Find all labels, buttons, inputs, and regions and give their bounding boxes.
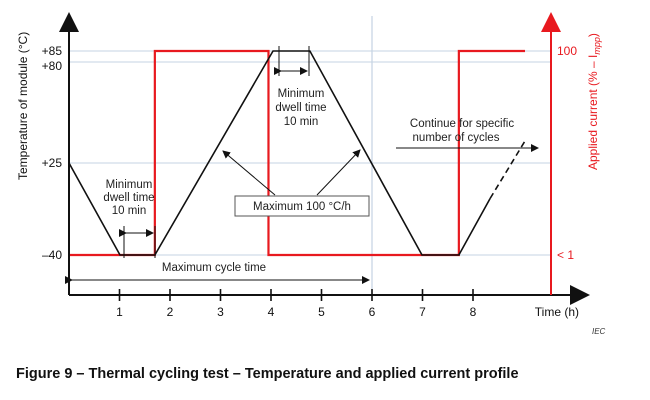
thermal-cycling-chart: 1 2 3 4 5 6 7 8 +85+80 +25 –40 100 < 1 Time (h) Temper…	[16, 12, 606, 336]
x-tick-label: 1	[116, 305, 123, 319]
dwell-low-label-2: dwell time	[103, 192, 154, 204]
x-axis-label: Time (h)	[535, 305, 579, 319]
y-left-tick-label: +25	[42, 156, 63, 170]
cycle-label: Maximum cycle time	[162, 262, 266, 274]
x-tick-label: 3	[217, 305, 224, 319]
temperature-continuation-dashed	[489, 140, 526, 199]
figure-caption: Figure 9 – Thermal cycling test – Temper…	[16, 366, 519, 382]
temperature-series-line	[68, 50, 491, 256]
ramp-box	[234, 195, 370, 217]
y-right-axis-label: Applied current (% – Impp)	[586, 33, 602, 170]
x-tick-label: 2	[167, 305, 174, 319]
y-left-axis-label: Temperature of module (°C)	[16, 32, 30, 180]
x-tick-label: 6	[369, 305, 376, 319]
y-left-tick-label: +80	[42, 59, 63, 73]
dwell-low-label-3: 10 min	[112, 205, 147, 217]
dwell-low-label-1: Minimum	[106, 179, 153, 191]
dwell-high-label-3: 10 min	[284, 116, 319, 128]
y-left-tick-label: –40	[42, 248, 62, 262]
iec-watermark: IEC	[592, 327, 606, 336]
x-tick-label: 5	[318, 305, 325, 319]
x-tick-label: 7	[419, 305, 426, 319]
y-left-tick-label: +85	[42, 44, 63, 58]
dwell-high-label-1: Minimum	[278, 88, 325, 100]
continue-label-1: Continue for specific	[410, 118, 514, 130]
y-right-tick-label: < 1	[557, 248, 574, 262]
ramp-arrow-right	[316, 149, 361, 196]
y-right-tick-label: 100	[557, 44, 577, 58]
ramp-arrow-left	[222, 150, 276, 196]
dwell-high-label-2: dwell time	[275, 102, 326, 114]
ramp-label: Maximum 100 °C/h	[253, 201, 351, 213]
x-tick-label: 4	[268, 305, 275, 319]
continue-label-2: number of cycles	[413, 132, 500, 144]
x-tick-label: 8	[470, 305, 477, 319]
current-series-line	[69, 49, 526, 257]
